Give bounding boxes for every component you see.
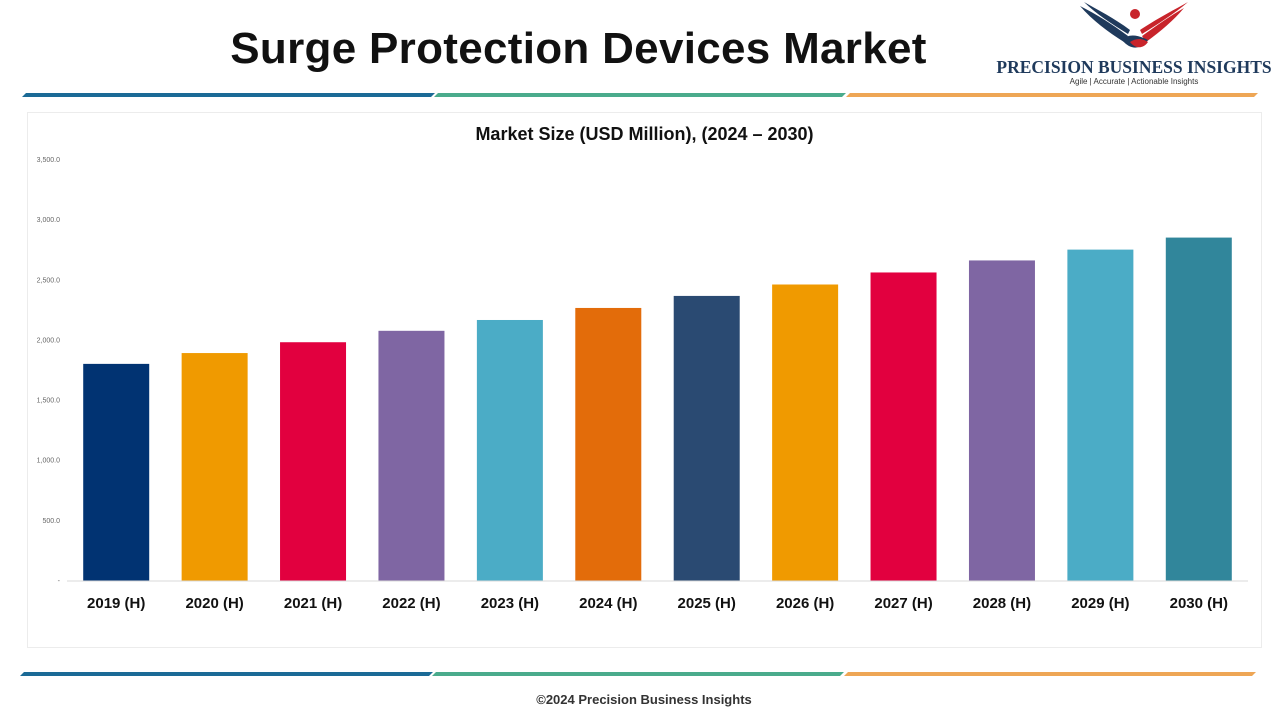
bar-2025-h bbox=[673, 295, 740, 581]
x-tick-label: 2019 (H) bbox=[87, 595, 145, 612]
bar-2020-h bbox=[181, 353, 248, 581]
chart-title: Market Size (USD Million), (2024 – 2030) bbox=[475, 124, 814, 144]
x-tick-label: 2029 (H) bbox=[1071, 595, 1129, 612]
x-tick-label: 2020 (H) bbox=[185, 595, 243, 612]
bar-2022-h bbox=[378, 330, 445, 581]
x-tick-label: 2021 (H) bbox=[284, 595, 342, 612]
y-tick-label: 500.0 bbox=[42, 518, 60, 525]
x-tick-label: 2028 (H) bbox=[973, 595, 1031, 612]
y-tick-label: - bbox=[58, 578, 61, 585]
x-tick-label: 2030 (H) bbox=[1170, 595, 1228, 612]
footer-stripe-green bbox=[432, 672, 844, 676]
x-tick-label: 2026 (H) bbox=[776, 595, 834, 612]
y-tick-label: 2,500.0 bbox=[37, 277, 60, 284]
x-tick-label: 2025 (H) bbox=[678, 595, 736, 612]
x-tick-label: 2022 (H) bbox=[382, 595, 440, 612]
x-tick-label: 2024 (H) bbox=[579, 595, 637, 612]
bar-2023-h bbox=[476, 319, 543, 581]
bar-2019-h bbox=[83, 363, 150, 581]
x-tick-label: 2023 (H) bbox=[481, 595, 539, 612]
footer-stripe-orange bbox=[844, 672, 1256, 676]
y-tick-label: 1,000.0 bbox=[37, 458, 60, 465]
bar-2021-h bbox=[280, 342, 347, 581]
bar-2029-h bbox=[1067, 249, 1134, 582]
y-tick-label: 3,500.0 bbox=[37, 157, 60, 164]
y-tick-label: 3,000.0 bbox=[37, 217, 60, 224]
bar-2028-h bbox=[968, 260, 1035, 581]
eagle-handshake-icon bbox=[1080, 2, 1188, 48]
bar-2026-h bbox=[772, 284, 839, 581]
y-tick-label: 2,000.0 bbox=[37, 337, 60, 344]
bar-2030-h bbox=[1165, 237, 1232, 581]
footer-stripe-blue bbox=[20, 672, 433, 676]
logo-tagline: Agile | Accurate | Actionable Insights bbox=[1069, 77, 1199, 86]
page-title: Surge Protection Devices Market bbox=[230, 24, 927, 73]
bar-2024-h bbox=[575, 307, 642, 581]
y-tick-label: 1,500.0 bbox=[37, 398, 60, 405]
bar-2027-h bbox=[870, 272, 937, 581]
logo-company-name: PRECISION BUSINESS INSIGHTS bbox=[996, 57, 1272, 77]
x-tick-label: 2027 (H) bbox=[874, 595, 932, 612]
company-logo: PRECISION BUSINESS INSIGHTS Agile | Accu… bbox=[993, 0, 1275, 90]
footer-copyright: ©2024 Precision Business Insights bbox=[536, 692, 752, 707]
